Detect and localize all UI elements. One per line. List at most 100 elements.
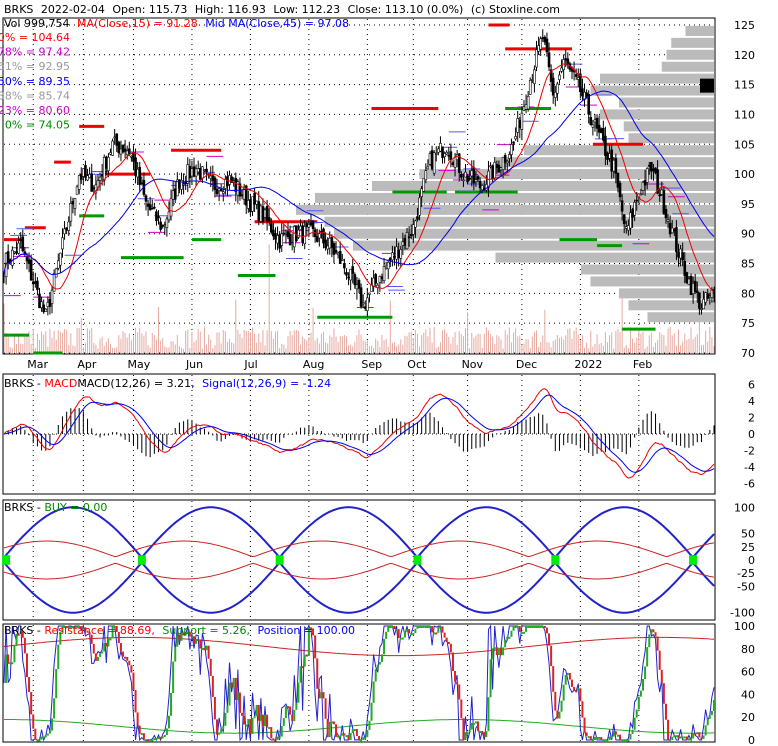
volume-profile-bar — [419, 169, 714, 180]
candle-body — [401, 241, 405, 246]
candle-body — [276, 235, 279, 244]
position-bar — [414, 628, 417, 634]
position-bar — [30, 692, 33, 715]
month-tick-label: Aug — [303, 358, 324, 371]
candle-body — [324, 239, 327, 249]
position-bar — [355, 729, 358, 736]
candle-body — [629, 212, 632, 229]
position-bar — [303, 654, 306, 667]
position-bar — [153, 738, 156, 741]
candle-body — [251, 196, 254, 212]
candle-body — [146, 203, 150, 207]
position-bar — [510, 630, 513, 637]
position-bar — [149, 740, 152, 742]
candle-body — [407, 236, 411, 239]
candle-body — [63, 228, 66, 235]
position-bar — [385, 631, 388, 639]
candle-body — [585, 92, 588, 98]
candle-body — [299, 225, 302, 230]
last-price-marker — [700, 78, 714, 93]
candle-body — [11, 249, 14, 266]
candle-body — [109, 152, 112, 155]
price-tick-label: 90 — [741, 228, 755, 241]
fib-level-label: 78% = 97.42 — [0, 46, 70, 59]
position-panel-frame — [2, 623, 716, 743]
candle-body — [547, 52, 551, 68]
volume-profile-bar — [619, 97, 714, 108]
candle-body — [54, 268, 58, 278]
volume-profile-bar — [600, 109, 714, 120]
candle-body — [622, 214, 626, 225]
position-bar — [378, 662, 381, 665]
position-bar — [220, 728, 223, 733]
position-bar — [506, 636, 509, 640]
candle-body — [295, 225, 298, 242]
position-tick-label: 20 — [741, 711, 755, 724]
position-bar — [573, 686, 576, 691]
fib-level-label: 0% = 74.05 — [5, 119, 70, 132]
position-bar — [470, 722, 473, 730]
candle-body — [378, 276, 382, 283]
candle-body — [163, 224, 167, 226]
position-bar — [485, 731, 488, 738]
candle-body — [508, 154, 511, 159]
candle-body — [198, 168, 202, 180]
macd-tick-label: 2 — [748, 411, 755, 424]
position-bar — [23, 637, 26, 654]
position-bar — [99, 653, 102, 657]
position-bar — [86, 630, 89, 633]
candle-body — [528, 79, 532, 95]
position-bar — [426, 626, 429, 628]
position-bar — [531, 626, 534, 628]
candle-body — [84, 165, 87, 178]
position-bar — [502, 647, 505, 656]
candle-body — [560, 67, 563, 72]
macd-tick-label: -6 — [744, 478, 755, 491]
buy-signal — [137, 555, 146, 565]
candle-body — [599, 128, 603, 133]
position-bar — [122, 651, 125, 657]
candle-body — [700, 308, 703, 310]
position-bar — [443, 632, 446, 638]
candle-body — [420, 188, 423, 197]
candle-body — [695, 290, 699, 293]
candle-body — [130, 156, 133, 158]
candle-body — [409, 234, 413, 237]
position-bar — [364, 737, 367, 740]
position-bar — [664, 703, 667, 720]
candle-body — [228, 175, 231, 185]
position-bar — [328, 721, 331, 738]
position-bar — [257, 704, 260, 721]
candle-body — [689, 275, 693, 295]
position-bar — [679, 736, 682, 739]
position-bar — [466, 732, 469, 735]
candle-body — [447, 155, 451, 157]
candle-body — [265, 206, 269, 221]
position-bar — [677, 735, 680, 739]
position-bar — [32, 714, 35, 729]
position-bar — [247, 719, 250, 725]
position-bar — [332, 721, 335, 725]
price-tick-label: 110 — [734, 108, 755, 121]
position-bar — [276, 736, 279, 740]
candle-body — [125, 150, 129, 156]
candle-body — [391, 252, 394, 261]
candle-body — [397, 250, 400, 258]
position-bar — [193, 636, 196, 644]
position-bar — [59, 631, 62, 645]
candle-body — [361, 302, 365, 305]
candle-body — [579, 73, 582, 93]
position-bar — [299, 666, 302, 683]
position-bar — [696, 732, 699, 735]
position-bar — [76, 626, 79, 629]
position-bar — [374, 669, 377, 682]
position-bar — [587, 736, 590, 739]
candle-body — [34, 281, 37, 284]
position-bar — [297, 682, 300, 703]
candle-body — [119, 148, 123, 155]
position-bar — [516, 626, 519, 628]
position-bar — [224, 712, 227, 726]
position-bar — [435, 632, 438, 635]
candle-body — [42, 304, 45, 313]
